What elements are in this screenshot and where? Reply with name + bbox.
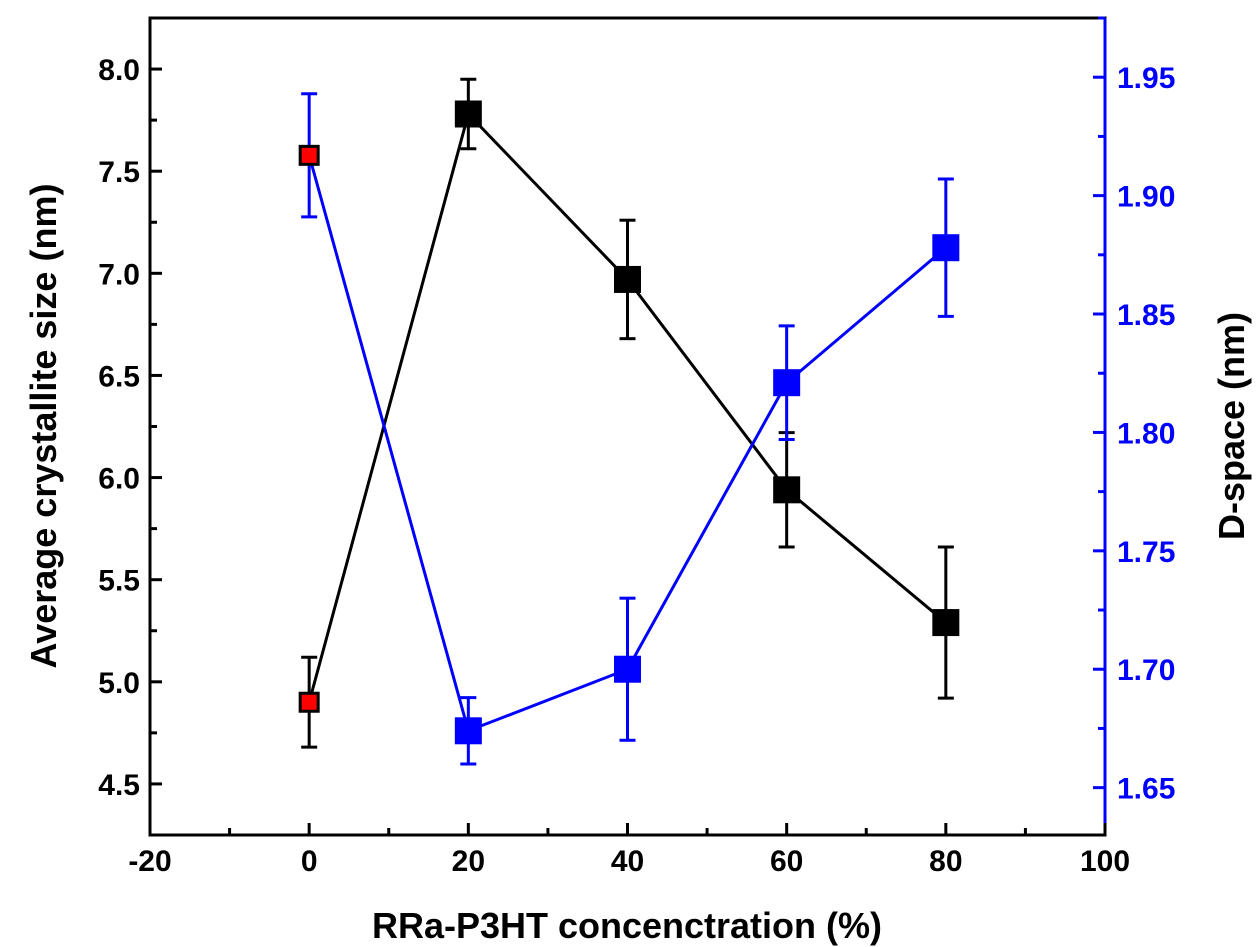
right-tick-label: 1.85	[1117, 299, 1175, 332]
left-tick-label: 7.0	[98, 258, 140, 291]
left-tick-label: 5.5	[98, 565, 140, 598]
x-tick-label: -20	[128, 845, 171, 878]
left-tick-label: 6.0	[98, 463, 140, 496]
right-axis-title: D-space (nm)	[1211, 312, 1252, 540]
x-axis-title: RRa-P3HT concenctration (%)	[372, 905, 882, 946]
left-tick-label: 8.0	[98, 54, 140, 87]
x-tick-label: 0	[301, 845, 318, 878]
data-point	[773, 476, 801, 504]
right-tick-label: 1.95	[1117, 62, 1175, 95]
data-point	[298, 691, 320, 713]
right-tick-label: 1.65	[1117, 773, 1175, 806]
right-tick-label: 1.75	[1117, 536, 1175, 569]
series-layer	[298, 77, 960, 766]
data-point	[454, 717, 482, 745]
x-tick-label: 40	[611, 845, 644, 878]
x-tick-label: 100	[1080, 845, 1130, 878]
axes-layer: -20 0 20 40 60 80 100 4.5 5.0 5.5 6.0 6.5 7.0 7.5 8.0 1…	[98, 16, 1175, 878]
x-tick-label: 80	[929, 845, 962, 878]
right-tick-label: 1.70	[1117, 654, 1175, 687]
data-point	[614, 265, 641, 293]
data-point	[298, 144, 320, 166]
data-point	[454, 100, 482, 128]
left-tick-label: 6.5	[98, 360, 140, 393]
data-point	[932, 234, 960, 262]
left-tick-label: 5.0	[98, 667, 140, 700]
left-axis-title: Average crystallite size (nm)	[23, 184, 64, 669]
data-point	[932, 609, 960, 637]
x-tick-label: 20	[452, 845, 485, 878]
x-tick-label: 60	[770, 845, 803, 878]
data-point	[773, 369, 801, 397]
left-tick-label: 4.5	[98, 769, 140, 802]
right-tick-label: 1.90	[1117, 181, 1175, 214]
data-point	[614, 655, 641, 683]
left-tick-label: 7.5	[98, 156, 140, 189]
right-tick-label: 1.80	[1117, 417, 1175, 450]
